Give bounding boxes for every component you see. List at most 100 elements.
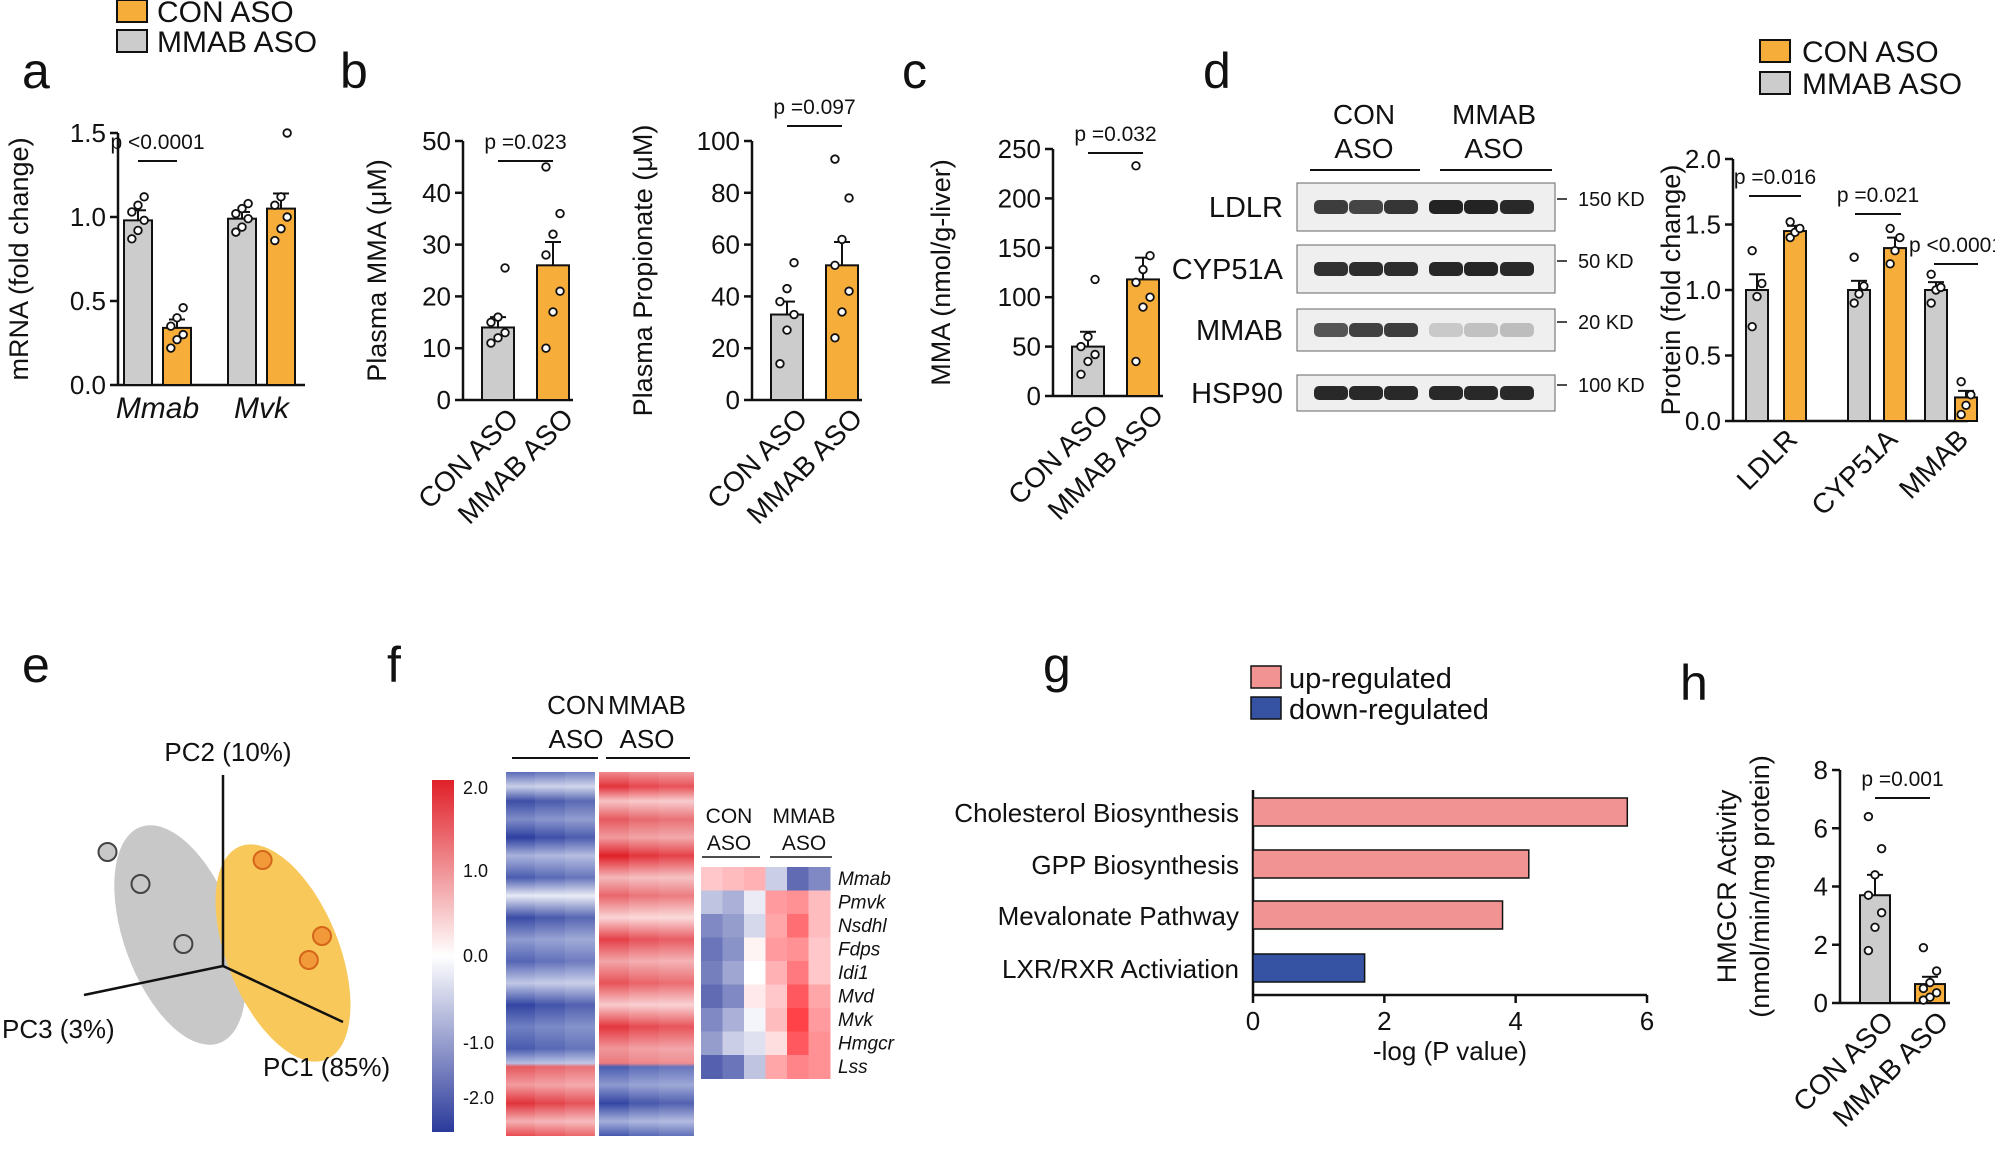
significance-label: p <0.0001: [110, 131, 204, 154]
western-blot: CON ASO MMAB ASO LDLR 150 KD CYP51A 50 KD MM…: [1172, 99, 1645, 412]
legend-g-label-up: up-regulated: [1289, 663, 1452, 695]
y-tick-label: 8: [1814, 755, 1828, 785]
bar-con-point: [486, 317, 496, 327]
blot-row-label: MMAB: [1196, 315, 1283, 347]
legend-g-swatch-up: [1250, 665, 1282, 689]
bar-con-point: [1090, 349, 1100, 360]
bar-mmab-mmab-point: [139, 215, 149, 226]
heatmap-zoom-cell: [765, 937, 788, 962]
bar-con-point: [1863, 890, 1874, 900]
y-tick-label: 6: [1814, 813, 1828, 843]
bar-mmab-point: [541, 343, 551, 353]
y-tick-label: 1.0: [70, 202, 106, 232]
panel-label-c: c: [902, 43, 927, 99]
bar-mmab-point: [1145, 292, 1155, 302]
pca-axis-pc1: [222, 964, 344, 1024]
y-axis-label: Plasma MMA (μM): [362, 159, 392, 382]
heatmap-zoom-group-con-2: ASO: [707, 832, 751, 855]
blot-marker-label: 150 KD: [1578, 189, 1645, 211]
y-tick-label: 50: [1012, 332, 1041, 362]
y-tick-label: 100: [697, 126, 740, 156]
bar-mmab-point: [1138, 264, 1148, 275]
heatmap-zoom-group-mmab-1: MMAB: [773, 805, 836, 828]
y-tick-label: 10: [422, 333, 451, 363]
bar-ldlr-mmab-point: [1752, 291, 1762, 302]
heatmap-zoom-cell: [701, 867, 723, 891]
pca-point-mmab: [97, 842, 118, 862]
heatmap-zoom-cell: [744, 984, 766, 1009]
blot-band: [1349, 386, 1383, 400]
heatmap-col-6: [659, 772, 694, 1136]
bar-mmab-point: [541, 250, 551, 260]
bar-con-point: [1083, 356, 1093, 367]
bar-mmab-point: [844, 193, 854, 203]
y-tick-label: 80: [711, 178, 740, 208]
pca-pc2-label: PC2 (10%): [164, 737, 291, 767]
bar-mmab-con-point: [1956, 409, 1966, 420]
blot-band: [1464, 262, 1498, 276]
blot-band: [1429, 262, 1463, 276]
bar-mmab-point: [1131, 161, 1141, 171]
bar-mmab-con-point: [172, 334, 182, 345]
bar-ldlr-mmab-point: [1747, 245, 1757, 256]
bar-mmab-con-point: [1956, 377, 1966, 387]
heatmap-zoom-cell: [787, 1031, 809, 1056]
blot-band: [1349, 200, 1383, 214]
heatmap-zoom-group-mmab-2: ASO: [782, 832, 826, 855]
bar-mmab-point: [555, 286, 565, 296]
heatmap-zoom-cell: [787, 937, 809, 962]
heatmap-gene-label: Mvd: [838, 987, 875, 1008]
heatmap-group-mmab-2: ASO: [620, 724, 675, 754]
y-axis-label: Protein (fold change): [1656, 165, 1686, 416]
colorbar-tick-label: 2.0: [463, 778, 488, 798]
chart-a: 0.0 0.5 1.0 1.5 mRNA (fold change) Mmab Mvk p <…: [4, 118, 305, 425]
heatmap-zoom-cell: [787, 984, 809, 1009]
bar-con-point: [1863, 945, 1874, 956]
x-tick-label: 4: [1508, 1006, 1522, 1036]
bar-cyp51a-mmab-point: [1854, 289, 1864, 299]
heatmap-zoom-cell: [808, 937, 831, 962]
bar-mvk-con-point: [282, 212, 292, 222]
heatmap-zoom-cell: [722, 984, 745, 1009]
heatmap-zoom-cell: [808, 890, 831, 915]
bar-mmab-con-point: [172, 313, 182, 323]
blot-band: [1429, 200, 1463, 214]
blot-band: [1384, 323, 1418, 337]
heatmap-col-1: [506, 772, 535, 1136]
heatmap-gene-label: Pmvk: [838, 893, 887, 914]
heatmap-zoom-cell: [765, 1031, 788, 1056]
heatmap-zoom-cell: [808, 1055, 831, 1079]
bar-mmab-mmab-point: [127, 234, 137, 244]
bar-mmab-mmab-point: [133, 225, 143, 236]
heatmap-zoom-cell: [744, 1008, 766, 1032]
y-category-label: Mevalonate Pathway: [998, 901, 1239, 931]
bar-con-point: [1090, 274, 1100, 285]
bar-con-point: [486, 338, 496, 348]
blot-band: [1500, 386, 1534, 400]
bar-mmab-point: [1131, 356, 1141, 367]
y-tick-label: 40: [711, 281, 740, 311]
bar-con-point: [493, 312, 503, 322]
y-tick-label: 20: [711, 333, 740, 363]
y-tick-label: 40: [422, 178, 451, 208]
blot-band: [1314, 386, 1348, 400]
legend-g-swatch-down: [1250, 696, 1282, 720]
heatmap-zoom-cell: [808, 961, 831, 985]
heatmap-zoom-cell: [765, 1055, 788, 1079]
y-axis-label: HMGCR Activity: [1712, 789, 1742, 983]
heatmap-zoom-cell: [765, 961, 788, 985]
blot-band: [1500, 323, 1534, 337]
y-tick-label: 1.5: [1685, 210, 1721, 240]
y-tick-label: 250: [998, 134, 1041, 164]
heatmap-zoom-cell: [787, 890, 809, 915]
blot-marker-label: 50 KD: [1578, 251, 1634, 273]
bar-mevalonate-pathway: [1252, 900, 1504, 930]
bar-con-point: [1876, 843, 1887, 854]
x-tick-label: 6: [1640, 1006, 1654, 1036]
y-tick-label: 100: [998, 282, 1041, 312]
y-tick-label: 0: [1027, 381, 1041, 411]
pca-point-con: [298, 950, 319, 970]
pca-point-con: [252, 850, 273, 870]
blot-group-mmab-1: MMAB: [1452, 99, 1536, 130]
